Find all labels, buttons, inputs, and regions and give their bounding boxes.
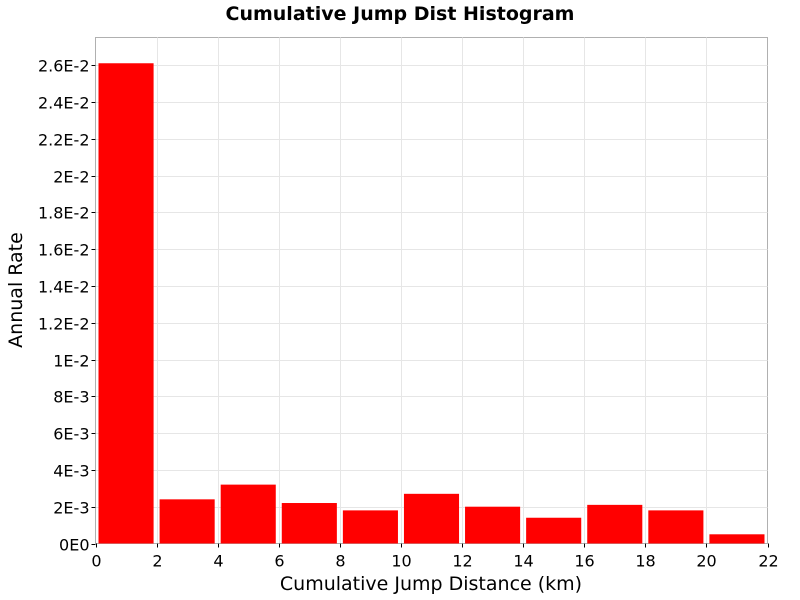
y-tick-label: 0E0 — [59, 536, 89, 555]
chart-title: Cumulative Jump Dist Histogram — [226, 3, 575, 25]
x-axis-label: Cumulative Jump Distance (km) — [280, 573, 582, 595]
histogram-bar — [403, 493, 460, 544]
x-tick-label: 4 — [213, 552, 223, 571]
plot-area — [95, 37, 768, 544]
y-tick-label: 1.6E-2 — [38, 241, 90, 260]
y-tick-label: 2.4E-2 — [38, 94, 90, 113]
x-tick-label: 8 — [335, 552, 345, 571]
x-tick-label: 22 — [758, 552, 778, 571]
y-tick-label: 2E-3 — [53, 499, 89, 518]
y-tick-label: 4E-3 — [53, 462, 89, 481]
y-tick-label: 1.8E-2 — [38, 204, 90, 223]
histogram-bar — [526, 517, 582, 544]
histogram-bar — [98, 63, 154, 544]
x-tick-label: 10 — [391, 552, 411, 571]
histogram-bar — [587, 504, 643, 544]
x-tick-label: 12 — [452, 552, 472, 571]
x-tick-label: 16 — [574, 552, 594, 571]
x-tick-label: 18 — [635, 552, 655, 571]
bars — [98, 63, 765, 544]
y-axis-label: Annual Rate — [5, 232, 27, 348]
y-tick-label: 6E-3 — [53, 425, 89, 444]
histogram-bar — [465, 506, 521, 544]
histogram-bar — [342, 510, 398, 544]
y-tick-label: 2E-2 — [53, 168, 89, 187]
y-tick-label: 1.2E-2 — [38, 315, 90, 334]
x-tick-label: 14 — [513, 552, 533, 571]
x-tick-label: 2 — [152, 552, 162, 571]
histogram-bar — [159, 499, 215, 544]
y-tick-label: 8E-3 — [53, 388, 89, 407]
histogram-bar — [220, 484, 276, 544]
y-axis-ticks: 0E0 2E-3 4E-3 6E-3 8E-3 1E-2 1.2E-2 1.4E-2 1.6E-… — [38, 57, 96, 555]
histogram-bar — [648, 510, 704, 544]
y-tick-label: 1.4E-2 — [38, 278, 90, 297]
histogram-bar — [281, 503, 337, 544]
y-tick-label: 1E-2 — [53, 352, 89, 371]
x-tick-label: 20 — [696, 552, 716, 571]
x-axis-ticks: 0 2 4 6 8 10 12 14 16 18 20 22 — [91, 543, 779, 571]
y-tick-label: 2.6E-2 — [38, 57, 90, 76]
y-tick-label: 2.2E-2 — [38, 131, 90, 150]
x-tick-label: 0 — [91, 552, 101, 571]
x-tick-label: 6 — [274, 552, 284, 571]
histogram-bar — [709, 534, 765, 544]
